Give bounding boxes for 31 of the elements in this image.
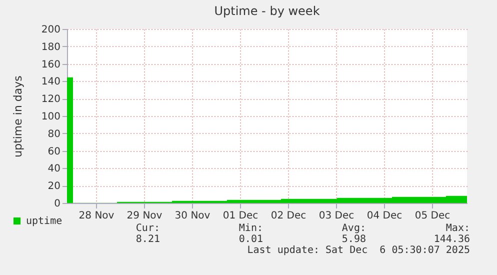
- x-tick-label: 04 Dec: [366, 210, 402, 222]
- text: Min:: [238, 223, 263, 234]
- legend-label: uptime: [26, 216, 62, 227]
- x-tick-label: 05 Dec: [414, 210, 450, 222]
- y-tick-label: 140: [41, 76, 60, 88]
- y-tick-label: 160: [41, 59, 60, 70]
- y-tick-label: 100: [41, 112, 60, 122]
- y-tick-label: 20: [48, 181, 60, 192]
- text: Max:: [446, 223, 470, 234]
- y-tick-label: 60: [48, 146, 60, 158]
- text: Avg:: [342, 223, 366, 234]
- y-axis-title: uptime in days: [11, 75, 24, 158]
- y-tick-label: 200: [41, 24, 60, 36]
- x-tick-label: 30 Nov: [174, 210, 210, 222]
- chart-title: Uptime - by week: [214, 4, 320, 18]
- text: Last update: Sat Dec 6 05:30:07 2025: [247, 245, 470, 256]
- x-tick-label: 03 Dec: [318, 210, 354, 222]
- y-tick-label: 120: [41, 94, 60, 106]
- y-tick-label: 80: [48, 128, 60, 140]
- text: 5.98: [342, 234, 366, 245]
- y-tick-label: 0: [54, 198, 60, 210]
- text: 0.01: [238, 234, 263, 245]
- text: 144.36: [434, 234, 470, 245]
- x-tick-label: 01 Dec: [222, 210, 258, 222]
- x-tick-label: 29 Nov: [126, 210, 162, 222]
- x-tick-label: 02 Dec: [270, 210, 306, 222]
- y-tick-label: 180: [41, 42, 60, 53]
- y-tick-label: 40: [48, 164, 60, 175]
- text: 8.21: [136, 234, 160, 245]
- x-tick-label: 28 Nov: [78, 210, 114, 222]
- text: Cur:: [136, 223, 160, 234]
